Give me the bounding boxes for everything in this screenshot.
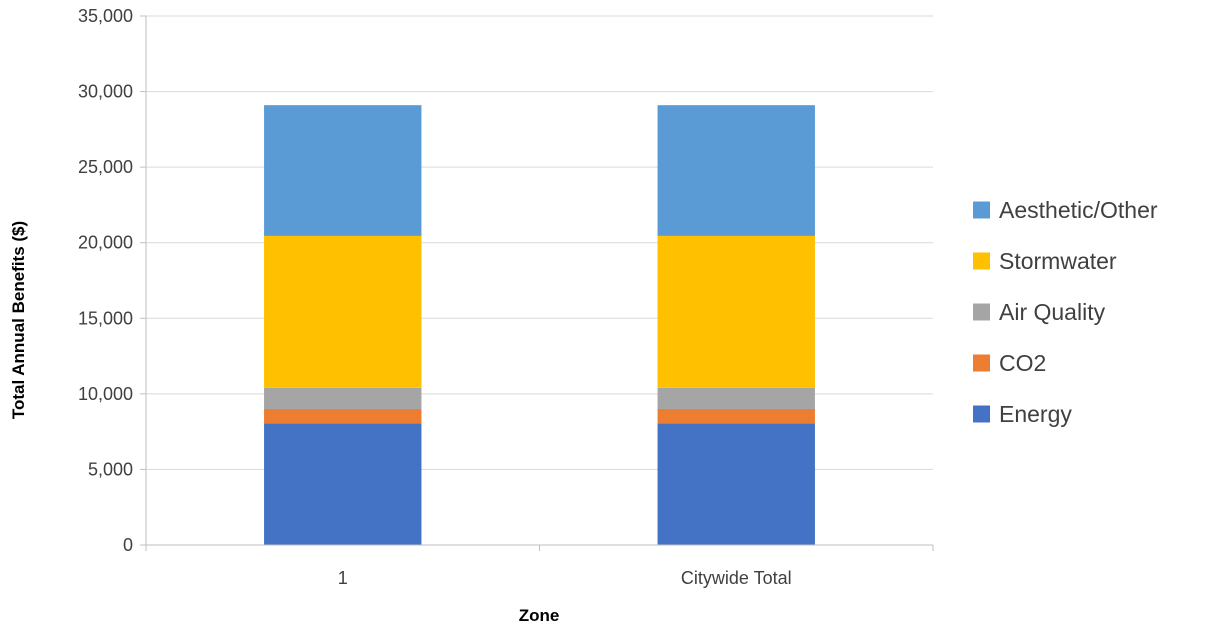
x-axis-title: Zone xyxy=(519,606,560,625)
y-axis-title: Total Annual Benefits ($) xyxy=(9,221,28,419)
bar-segment-aesthetic-other xyxy=(264,105,422,236)
y-tick-label: 30,000 xyxy=(78,82,133,102)
bar-segment-co2 xyxy=(264,408,422,424)
y-tick-labels: 0 5,000 10,000 15,000 20,000 25,000 30,000 35,0… xyxy=(78,6,133,555)
x-tick-label: 1 xyxy=(338,568,348,588)
legend-swatch xyxy=(973,201,990,219)
bar-segment-air-quality xyxy=(264,387,422,409)
y-tick-label: 35,000 xyxy=(78,6,133,26)
legend-label: Air Quality xyxy=(999,299,1106,325)
legend-swatch xyxy=(973,303,990,321)
axes xyxy=(140,15,934,551)
legend-label: Stormwater xyxy=(999,248,1117,274)
legend-swatch xyxy=(973,354,990,372)
bar-segment-stormwater xyxy=(657,235,815,388)
y-tick-label: 20,000 xyxy=(78,233,133,253)
legend-label: CO2 xyxy=(999,350,1046,376)
legend-item: Air Quality xyxy=(973,299,1106,325)
y-tick-label: 25,000 xyxy=(78,157,133,177)
bar-segment-co2 xyxy=(657,408,815,424)
bar-segment-air-quality xyxy=(657,387,815,409)
bars xyxy=(264,105,815,545)
x-tick-labels: 1 Citywide Total xyxy=(338,568,792,588)
legend-swatch xyxy=(973,405,990,423)
legend-item: CO2 xyxy=(973,350,1046,376)
x-tick-label: Citywide Total xyxy=(681,568,792,588)
y-tick-label: 0 xyxy=(123,535,133,555)
bar-segment-stormwater xyxy=(264,235,422,388)
legend-label: Aesthetic/Other xyxy=(999,197,1158,223)
legend-swatch xyxy=(973,252,990,270)
y-tick-label: 10,000 xyxy=(78,384,133,404)
bar-segment-energy xyxy=(657,423,815,545)
legend: Aesthetic/Other Stormwater Air Quality CO2 E… xyxy=(973,197,1158,427)
bar-segment-aesthetic-other xyxy=(657,105,815,236)
y-tick-label: 5,000 xyxy=(88,459,133,479)
legend-item: Energy xyxy=(973,401,1072,427)
y-tick-label: 15,000 xyxy=(78,308,133,328)
legend-label: Energy xyxy=(999,401,1072,427)
bar-segment-energy xyxy=(264,423,422,545)
legend-item: Aesthetic/Other xyxy=(973,197,1158,223)
legend-item: Stormwater xyxy=(973,248,1117,274)
